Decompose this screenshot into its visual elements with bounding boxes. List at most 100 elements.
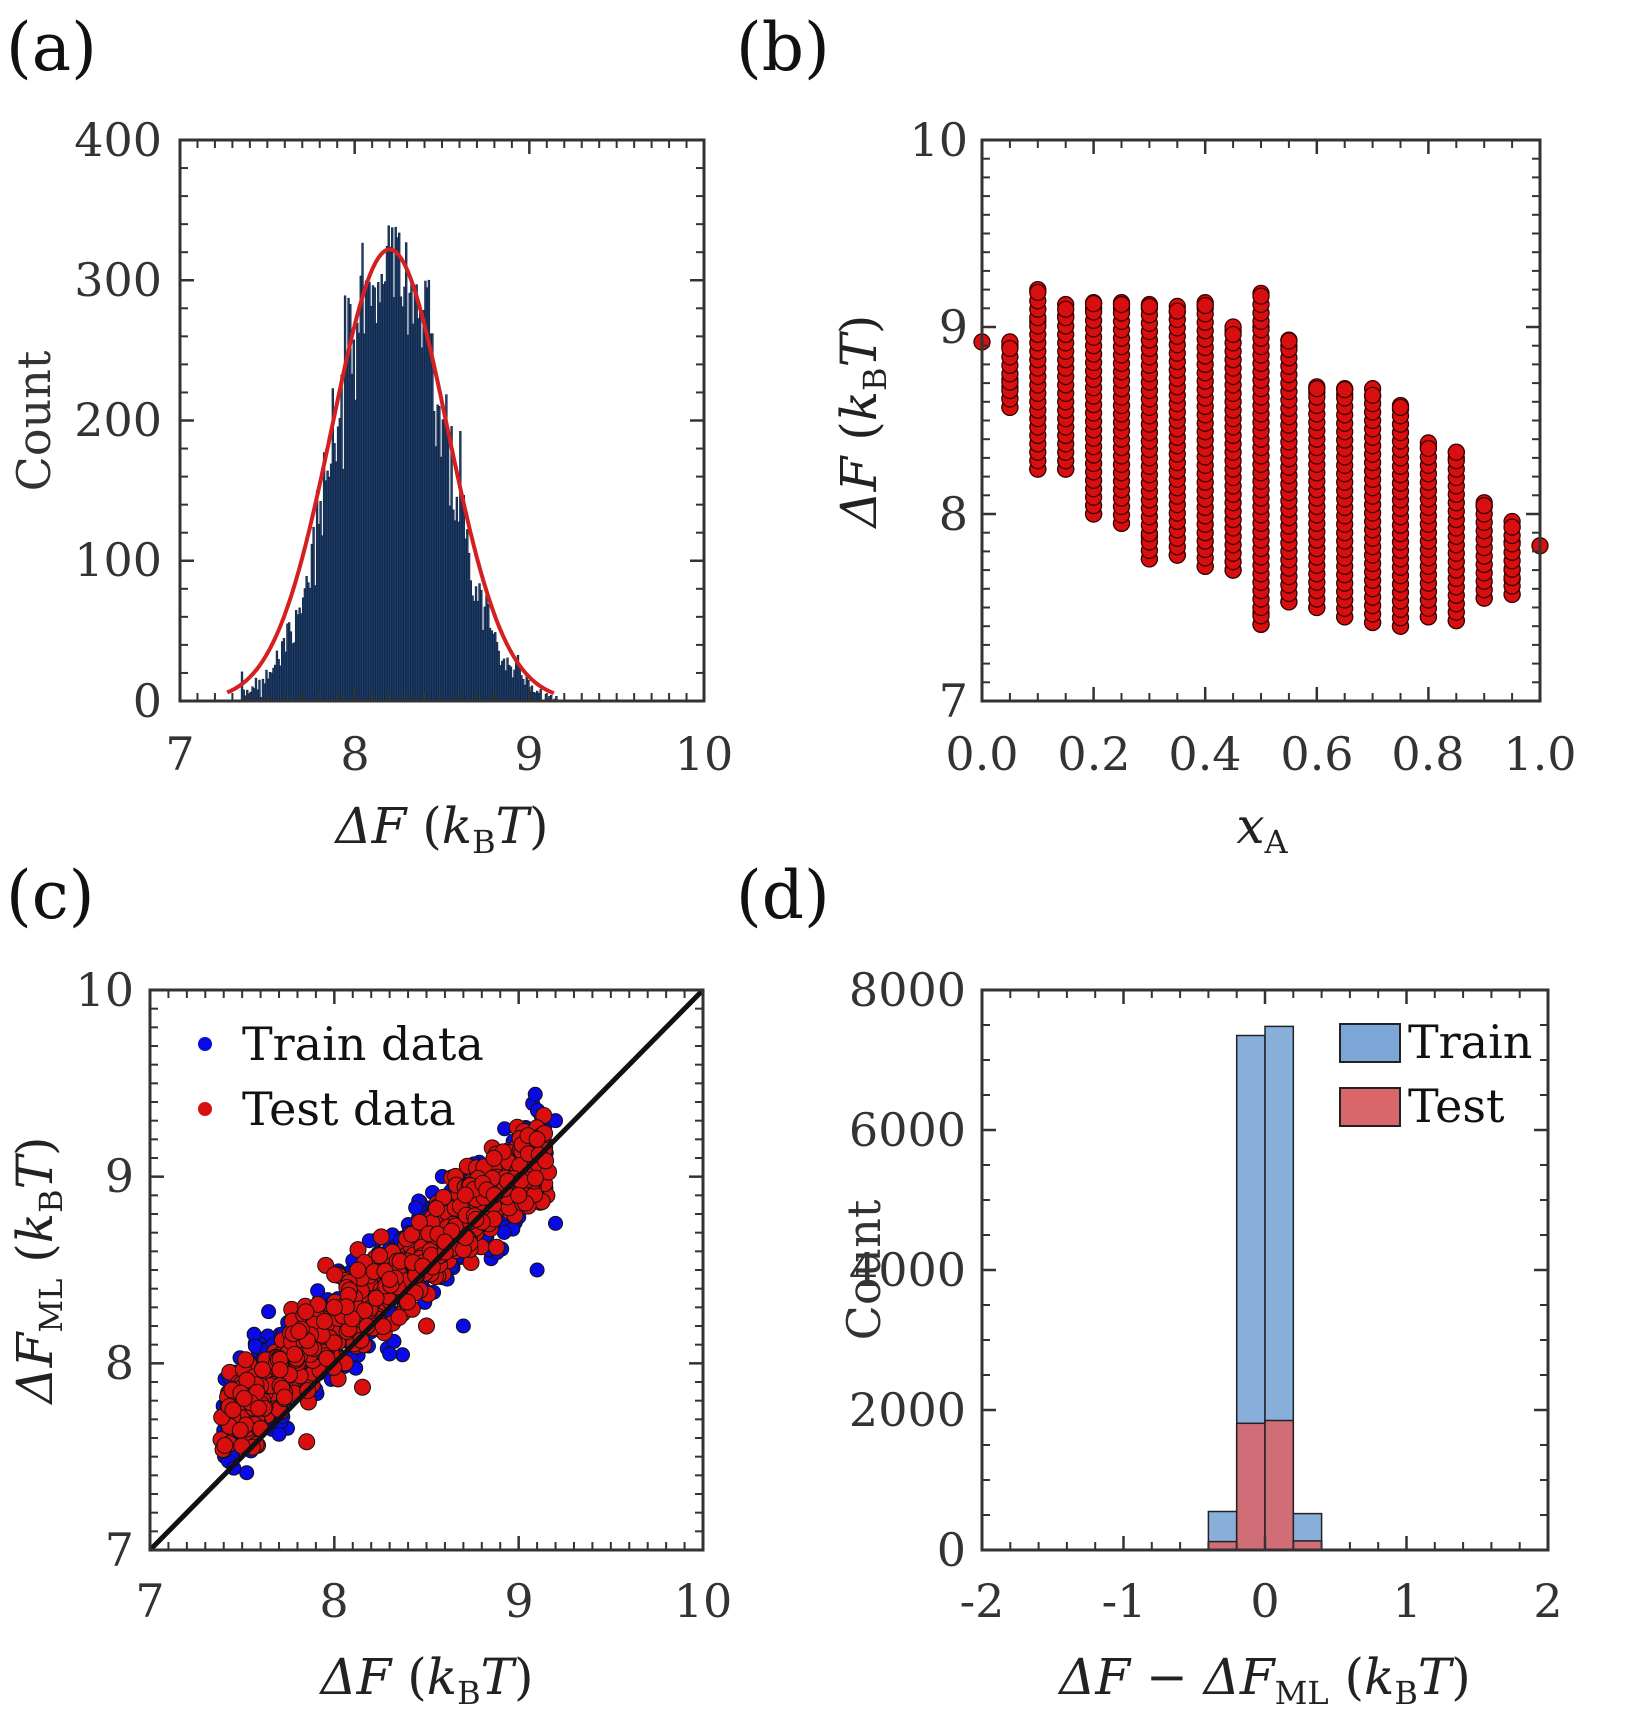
scatter-point xyxy=(381,1270,399,1288)
ytick-label: 200 xyxy=(74,393,162,447)
scatter-point xyxy=(367,1289,385,1307)
ytick-label: 10 xyxy=(75,963,134,1017)
histogram-bar xyxy=(1235,1422,1266,1551)
ytick-label: 7 xyxy=(105,1523,134,1577)
scatter-point xyxy=(399,1293,417,1311)
xtick-label: 10 xyxy=(674,1574,733,1628)
xtick-label: 1 xyxy=(1392,1574,1421,1628)
scatter-point xyxy=(261,1304,277,1320)
scatter-point xyxy=(526,1169,544,1187)
scatter-point xyxy=(1140,297,1159,316)
scatter-point xyxy=(427,1200,445,1218)
xtick-label: 0 xyxy=(1250,1574,1279,1628)
legend-label-train: Train xyxy=(1408,1015,1532,1069)
scatter-point xyxy=(1224,325,1242,344)
xtick-label: 10 xyxy=(675,727,734,781)
xtick-label: 9 xyxy=(514,727,543,781)
panel-a: (a) 0 100 200 300 400 7 8 9 10 Count ΔF … xyxy=(6,9,733,861)
scatter-point xyxy=(239,1465,255,1481)
scatter-point xyxy=(1168,302,1186,320)
scatter-point xyxy=(372,1228,390,1246)
scatter-point xyxy=(315,1312,333,1330)
scatter-point xyxy=(1084,294,1103,313)
scatter-point xyxy=(318,1349,336,1367)
scatter-point xyxy=(231,1421,249,1439)
scatter-points xyxy=(212,1086,564,1481)
xtick-label: 0.2 xyxy=(1057,727,1130,781)
xtick-label: -1 xyxy=(1102,1574,1147,1628)
scatter-point xyxy=(276,1388,294,1406)
scatter-point xyxy=(224,1401,242,1419)
scatter-point xyxy=(353,1378,371,1396)
x-axis-label: xA xyxy=(1236,797,1288,861)
scatter-point xyxy=(298,1433,316,1451)
panel-label-a: (a) xyxy=(6,9,97,86)
xtick-label: 9 xyxy=(504,1574,533,1628)
ytick-label: 6000 xyxy=(849,1103,966,1157)
scatter-point xyxy=(548,1215,564,1231)
scatter-point xyxy=(1363,386,1382,404)
scatter-point xyxy=(325,1298,343,1316)
ytick-label: 2000 xyxy=(849,1383,966,1437)
scatter-point xyxy=(271,1361,289,1379)
scatter-point xyxy=(382,1346,398,1362)
scatter-point xyxy=(1503,518,1521,536)
scatter-point xyxy=(1001,339,1019,358)
panel-label-d: (d) xyxy=(736,857,830,934)
scatter-point xyxy=(410,1213,428,1231)
gaussian-fit-curve xyxy=(226,247,555,696)
xtick-label: 1.0 xyxy=(1503,727,1576,781)
xtick-label: 0.0 xyxy=(945,727,1018,781)
scatter-point xyxy=(1280,332,1298,350)
scatter-point xyxy=(408,1200,424,1216)
panel-label-b: (b) xyxy=(736,9,830,86)
scatter-point xyxy=(349,1261,367,1279)
ytick-label: 400 xyxy=(74,113,162,167)
scatter-point xyxy=(510,1186,528,1204)
ticks-a xyxy=(178,138,706,703)
xtick-label: 7 xyxy=(165,727,194,781)
scatter-point xyxy=(485,1149,503,1167)
x-axis-label: ΔF − ΔFML (kBT) xyxy=(1057,1648,1470,1712)
xtick-label: 2 xyxy=(1533,1574,1562,1628)
legend: Train Test xyxy=(1339,1015,1532,1133)
scatter-point xyxy=(237,1351,255,1369)
ytick-label: 100 xyxy=(74,533,162,587)
ticks-c xyxy=(148,988,705,1552)
scatter-point xyxy=(247,1338,263,1354)
ytick-label: 7 xyxy=(939,674,968,728)
panel-d: (d) Train Test 0 2000 4000 6000 8000 -2 … xyxy=(736,857,1563,1712)
y-axis-label: ΔFML (kBT) xyxy=(6,1137,70,1406)
ticks-b xyxy=(980,138,1542,703)
scatter-point xyxy=(455,1318,471,1334)
scatter-point xyxy=(528,1130,546,1148)
scatter-point xyxy=(326,1266,344,1284)
panel-b: (b) 7 8 9 10 0.0 0.2 0.4 0.6 0.8 1.0 ΔF … xyxy=(736,9,1577,861)
scatter-point xyxy=(1419,439,1438,458)
xtick-label: 0.6 xyxy=(1280,727,1353,781)
ytick-label: 4000 xyxy=(849,1243,966,1297)
ytick-label: 8000 xyxy=(849,963,966,1017)
legend-label-train: Train data xyxy=(242,1017,484,1071)
xtick-label: 8 xyxy=(319,1574,348,1628)
scatter-point xyxy=(1391,398,1410,417)
ytick-label: 9 xyxy=(939,300,968,354)
xtick-label: 0.8 xyxy=(1391,727,1464,781)
scatter-point xyxy=(371,1247,389,1265)
y-axis-label: Count xyxy=(837,1199,891,1340)
scatter-point xyxy=(390,1308,408,1326)
xtick-label: 7 xyxy=(135,1574,164,1628)
scatter-point xyxy=(496,1224,512,1240)
legend-swatch-train xyxy=(1339,1023,1401,1063)
histogram-bars xyxy=(1207,1025,1323,1551)
x-axis-label: ΔF (kBT) xyxy=(319,1648,534,1712)
scatter-point xyxy=(325,1334,343,1352)
scatter-point xyxy=(1057,300,1075,318)
scatter-point xyxy=(529,1262,545,1278)
scatter-point xyxy=(235,1389,253,1407)
scatter-point xyxy=(418,1317,435,1335)
scatter-point xyxy=(403,1225,421,1243)
legend-label-test: Test xyxy=(1408,1079,1505,1133)
panel-label-c: (c) xyxy=(6,857,94,934)
histogram-bars xyxy=(240,225,558,702)
